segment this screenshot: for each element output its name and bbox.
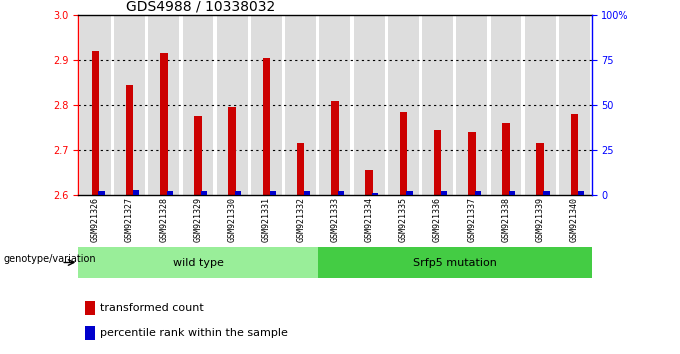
Bar bbox=[559, 15, 590, 195]
Bar bbox=[148, 15, 179, 195]
Bar bbox=[509, 192, 515, 195]
Bar bbox=[201, 192, 207, 195]
Bar bbox=[194, 116, 202, 195]
Bar bbox=[235, 192, 241, 195]
Bar bbox=[543, 192, 549, 195]
Bar bbox=[503, 123, 510, 195]
Bar bbox=[456, 15, 487, 195]
Bar bbox=[537, 143, 544, 195]
Bar bbox=[577, 192, 583, 195]
Bar bbox=[468, 132, 475, 195]
Text: GDS4988 / 10338032: GDS4988 / 10338032 bbox=[126, 0, 275, 13]
Bar bbox=[441, 192, 447, 195]
Text: GSM921326: GSM921326 bbox=[91, 198, 100, 242]
Bar bbox=[434, 130, 441, 195]
Text: GSM921332: GSM921332 bbox=[296, 198, 305, 242]
Bar bbox=[320, 15, 350, 195]
Text: GSM921333: GSM921333 bbox=[330, 198, 339, 242]
Text: percentile rank within the sample: percentile rank within the sample bbox=[100, 328, 288, 338]
Bar bbox=[491, 15, 522, 195]
Bar bbox=[365, 170, 373, 195]
Text: wild type: wild type bbox=[173, 257, 224, 268]
Text: GSM921331: GSM921331 bbox=[262, 198, 271, 242]
Text: GSM921329: GSM921329 bbox=[194, 198, 203, 242]
Text: GSM921334: GSM921334 bbox=[364, 198, 373, 242]
Bar bbox=[571, 114, 578, 195]
Bar bbox=[269, 192, 275, 195]
Bar bbox=[262, 58, 270, 195]
Bar bbox=[160, 53, 167, 195]
Bar bbox=[251, 15, 282, 195]
Text: GSM921336: GSM921336 bbox=[433, 198, 442, 242]
Bar bbox=[475, 192, 481, 195]
Bar bbox=[354, 15, 384, 195]
Text: GSM921337: GSM921337 bbox=[467, 198, 476, 242]
Bar bbox=[183, 15, 214, 195]
Bar bbox=[80, 15, 111, 195]
FancyBboxPatch shape bbox=[78, 247, 318, 278]
FancyBboxPatch shape bbox=[318, 247, 592, 278]
Bar bbox=[228, 107, 236, 195]
Text: GSM921335: GSM921335 bbox=[399, 198, 408, 242]
Text: GSM921328: GSM921328 bbox=[159, 198, 168, 242]
Text: GSM921330: GSM921330 bbox=[228, 198, 237, 242]
Bar bbox=[372, 193, 378, 195]
Bar bbox=[114, 15, 145, 195]
Bar bbox=[331, 101, 339, 195]
Text: genotype/variation: genotype/variation bbox=[3, 254, 96, 264]
Bar bbox=[99, 192, 105, 195]
Bar bbox=[92, 51, 99, 195]
Bar bbox=[400, 112, 407, 195]
Bar bbox=[304, 192, 310, 195]
Bar bbox=[167, 192, 173, 195]
Bar bbox=[217, 15, 248, 195]
Bar bbox=[422, 15, 453, 195]
Text: GSM921338: GSM921338 bbox=[502, 198, 511, 242]
Bar bbox=[286, 15, 316, 195]
Bar bbox=[297, 143, 305, 195]
Text: transformed count: transformed count bbox=[100, 303, 204, 313]
Bar bbox=[126, 85, 133, 195]
Bar bbox=[407, 192, 413, 195]
Bar bbox=[388, 15, 419, 195]
Text: GSM921340: GSM921340 bbox=[570, 198, 579, 242]
Bar bbox=[338, 192, 344, 195]
Text: GSM921339: GSM921339 bbox=[536, 198, 545, 242]
Text: GSM921327: GSM921327 bbox=[125, 198, 134, 242]
Bar bbox=[525, 15, 556, 195]
Bar bbox=[133, 190, 139, 195]
Text: Srfp5 mutation: Srfp5 mutation bbox=[413, 257, 496, 268]
